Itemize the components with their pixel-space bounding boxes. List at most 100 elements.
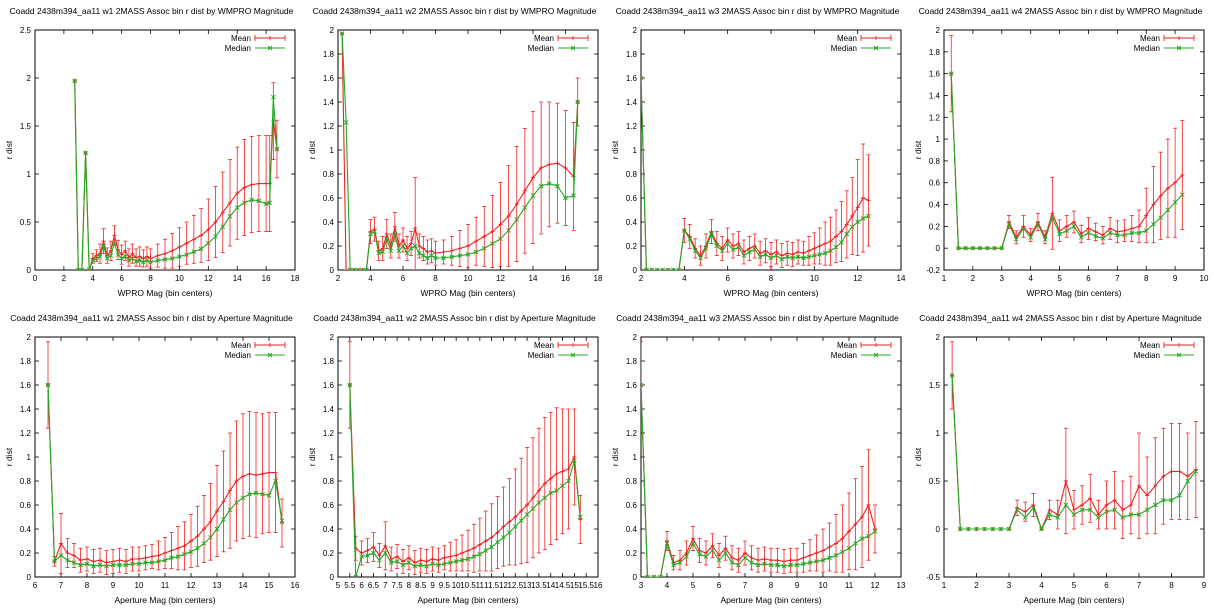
y-tick-label: 1.4	[929, 91, 941, 100]
x-axis-label: WPRO Mag (bin centers)	[1027, 288, 1122, 298]
median-point	[198, 246, 204, 252]
plot-area	[641, 341, 878, 577]
median-point	[645, 574, 650, 577]
median-point	[948, 71, 954, 76]
median-point	[382, 550, 388, 556]
y-tick-label: 2	[27, 74, 32, 83]
median-point	[110, 562, 116, 568]
x-tick-label: 6	[725, 274, 730, 283]
x-tick-label: 12	[871, 581, 880, 590]
y-tick-label: 1	[936, 135, 941, 144]
y-tick-label: 1.2	[323, 122, 335, 131]
median-point	[473, 249, 479, 255]
y-tick-label: 0.6	[323, 501, 335, 510]
mean-point	[471, 546, 476, 551]
x-tick-label: 8	[407, 581, 412, 590]
median-point	[84, 561, 90, 567]
plot-area	[339, 31, 581, 270]
mean-point	[788, 558, 793, 563]
median-point	[201, 541, 207, 546]
median-point	[1144, 507, 1150, 513]
median-point	[665, 267, 671, 270]
x-tick-label: 8	[148, 274, 153, 283]
median-point	[736, 244, 741, 250]
mean-point	[148, 256, 153, 261]
median-point	[214, 526, 220, 532]
median-series-line	[349, 384, 581, 577]
mean-point	[477, 542, 482, 547]
y-tick-label: 1.4	[626, 405, 638, 414]
median-point	[495, 539, 500, 545]
mean-point	[365, 548, 370, 553]
mean-point	[1169, 469, 1174, 474]
mean-point	[1031, 503, 1036, 507]
y-tick-label: 1.4	[626, 98, 638, 107]
median-point	[1122, 232, 1127, 238]
median-point	[406, 560, 412, 565]
median-point	[359, 554, 364, 559]
median-point	[45, 382, 51, 388]
plot-area	[949, 341, 1199, 540]
chart-panel-5: Coadd 2438m394_aa11 w1 2MASS Assoc bin r…	[0, 307, 303, 614]
x-tick-label: 4	[368, 274, 373, 283]
y-tick-label: 0.4	[323, 525, 335, 534]
y-tick-label: 0	[936, 244, 941, 253]
x-tick-label: 3	[639, 581, 644, 590]
chart-title: Coadd 2438m394_aa11 w3 2MASS Assoc bin r…	[616, 313, 899, 323]
mean-point	[1153, 483, 1158, 488]
median-point	[208, 535, 213, 540]
mean-point	[1072, 507, 1076, 512]
median-point	[1071, 224, 1077, 229]
mean-point	[1112, 498, 1117, 503]
legend-marker-median	[267, 352, 273, 358]
median-point	[141, 260, 146, 265]
x-tick-label: 15	[570, 581, 579, 590]
mean-point	[372, 227, 377, 232]
y-tick-label: 0	[633, 266, 638, 275]
median-point	[833, 553, 839, 558]
median-point	[117, 562, 122, 568]
mean-point	[723, 546, 728, 551]
mean-point	[389, 557, 394, 561]
mean-point	[741, 250, 746, 254]
x-tick-label: 12	[499, 581, 508, 590]
median-point	[957, 526, 963, 532]
median-point	[343, 120, 349, 125]
mean-point	[785, 251, 790, 256]
median-point	[524, 512, 530, 517]
median-point	[817, 252, 823, 257]
median-point	[130, 256, 135, 261]
legend-label-mean: Mean	[837, 341, 857, 350]
median-point	[801, 561, 806, 567]
mean-point	[736, 558, 741, 563]
x-tick-label: 4	[1028, 274, 1033, 283]
y-tick-label: 1.6	[626, 381, 638, 390]
median-point	[844, 231, 850, 237]
mean-point	[401, 238, 405, 242]
mean-point	[112, 233, 117, 238]
mean-point	[1137, 224, 1141, 229]
median-point	[736, 562, 741, 568]
median-point	[1006, 526, 1012, 532]
mean-point	[806, 248, 811, 253]
median-point	[1013, 237, 1019, 242]
mean-point	[513, 515, 518, 519]
median-point	[279, 518, 285, 523]
x-tick-label: 7	[743, 581, 748, 590]
median-point	[990, 526, 996, 532]
median-point	[137, 258, 143, 263]
median-point	[977, 245, 983, 251]
median-point	[136, 561, 142, 567]
mean-point	[756, 558, 760, 563]
median-point	[364, 267, 369, 270]
median-point	[664, 541, 670, 546]
legend-marker-mean	[268, 36, 272, 40]
median-point	[654, 267, 660, 270]
median-point	[149, 560, 155, 565]
x-tick-label: 6	[33, 581, 38, 590]
y-tick-label: 1.5	[929, 381, 941, 390]
median-point	[563, 195, 568, 201]
chart-panel-3: Coadd 2438m394_aa11 w3 2MASS Assoc bin r…	[606, 0, 909, 307]
chart-svg: 6 7 8 9 10 11 12 13 14 15 16 0 0.2 0.4 0.6 0.8 1 1.2 1.4 1.…	[4, 333, 300, 605]
mean-point	[264, 181, 269, 186]
